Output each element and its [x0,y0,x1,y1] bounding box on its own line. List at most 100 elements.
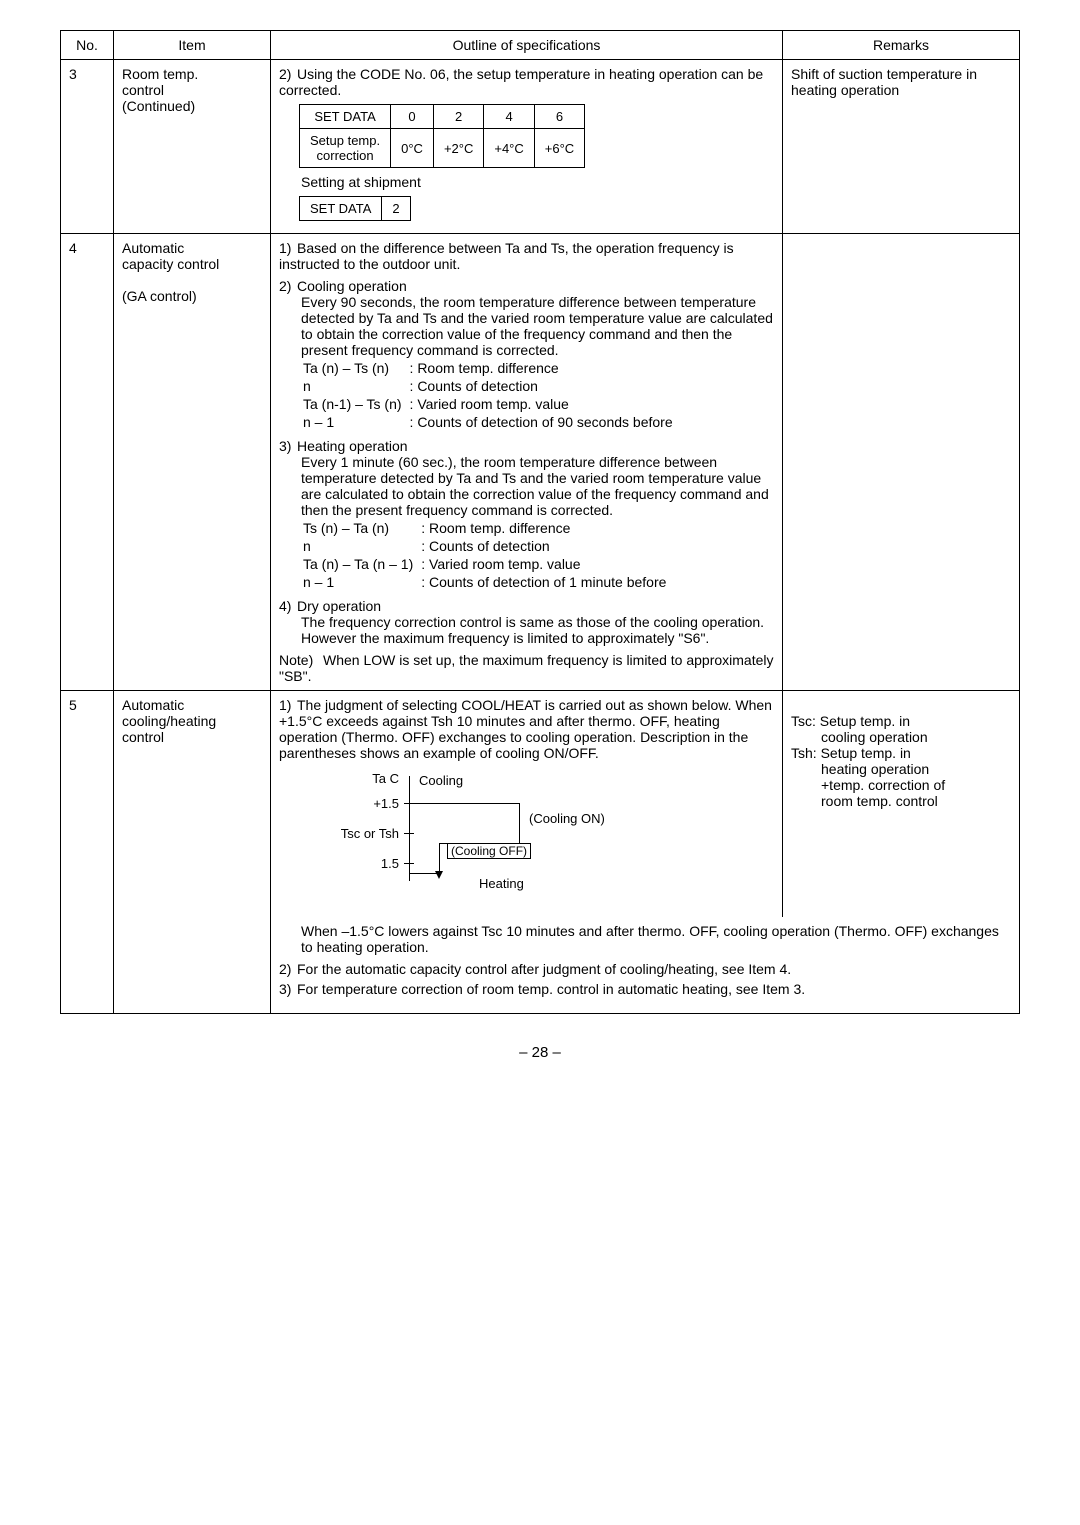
def-term: Ta (n-1) – Ts (n) [303,396,408,412]
diagram-line [519,803,520,843]
cell: 2 [433,105,483,129]
cell: 4 [484,105,534,129]
row-item: Automatic cooling/heating control [114,691,271,1014]
list-number: 4) [279,598,297,614]
cell: 0 [391,105,434,129]
def-term: Ta (n) – Ts (n) [303,360,408,376]
def-desc: : Counts of detection of 1 minute before [421,574,672,590]
setting-shipment-label: Setting at shipment [301,174,774,190]
page-number: – 28 – [60,1044,1020,1061]
header-item: Item [114,31,271,60]
cooling-heating-diagram: Ta C +1.5 Tsc or Tsh 1.5 [319,771,699,901]
row-no: 4 [61,234,114,691]
spec-text: Based on the difference between Ta and T… [279,240,734,272]
spec-text: For the automatic capacity control after… [297,961,791,977]
item-text: Automatic [122,697,184,713]
row-remarks: Tsc: Setup temp. in cooling operation Ts… [783,691,1020,917]
remarks-text: Tsh: Setup temp. in [791,745,1011,761]
diag-label: (Cooling OFF) [447,843,531,859]
diagram-line [409,776,410,881]
cell-text: Setup temp. [310,133,380,148]
list-number: 2) [279,66,297,82]
def-term: n [303,538,419,554]
spec-text: However the maximum frequency is limited… [301,630,774,646]
cell: 2 [382,197,410,221]
table-row: 4 Automatic capacity control (GA control… [61,234,1020,691]
item-text: (Continued) [122,98,195,114]
spec-text: Dry operation [297,598,381,614]
header-no: No. [61,31,114,60]
diagram-line [404,863,414,864]
list-number: 3) [279,981,297,997]
row-outline: 2)Using the CODE No. 06, the setup tempe… [271,60,783,234]
remarks-text: Tsc: Setup temp. in [791,713,1011,729]
item-text: control [122,729,164,745]
header-remarks: Remarks [783,31,1020,60]
row-no: 3 [61,60,114,234]
cell: +2°C [433,129,483,168]
def-desc: : Counts of detection [421,538,672,554]
def-desc: : Room temp. difference [421,520,672,536]
list-number: 1) [279,240,297,256]
def-term: n – 1 [303,414,408,430]
cell: SET DATA [300,197,382,221]
row-remarks [783,234,1020,691]
header-outline: Outline of specifications [271,31,783,60]
cell: +4°C [484,129,534,168]
def-term: Ts (n) – Ta (n) [303,520,419,536]
list-number: 3) [279,438,297,454]
note-label: Note) [279,652,323,668]
spec-table: No. Item Outline of specifications Remar… [60,30,1020,1014]
diag-label: Tsc or Tsh [319,826,399,841]
def-desc: : Counts of detection [410,378,679,394]
list-number: 2) [279,278,297,294]
row-item: Automatic capacity control (GA control) [114,234,271,691]
spec-text: Using the CODE No. 06, the setup tempera… [279,66,763,98]
item-text: control [122,82,164,98]
item-text: (GA control) [122,288,197,304]
cell: SET DATA [300,105,391,129]
def-term: Ta (n) – Ta (n – 1) [303,556,419,572]
cell: 0°C [391,129,434,168]
spec-text: When –1.5°C lowers against Tsc 10 minute… [301,923,1011,955]
item-text: Room temp. [122,66,198,82]
definitions-table: Ts (n) – Ta (n): Room temp. difference n… [301,518,674,592]
item-text: cooling/heating [122,713,216,729]
cell-text: correction [317,148,374,163]
spec-text: Heating operation [297,438,408,454]
spec-text: For temperature correction of room temp.… [297,981,805,997]
list-number: 1) [279,697,297,713]
cell: +6°C [534,129,584,168]
remarks-text: room temp. control [791,793,1011,809]
row-outline: 1)Based on the difference between Ta and… [271,234,783,691]
spec-text: The frequency correction control is same… [301,614,774,630]
row-item: Room temp. control (Continued) [114,60,271,234]
diag-label: Ta C [319,771,399,786]
item-text: Automatic [122,240,184,256]
diag-label: Heating [479,876,524,891]
note-text: When LOW is set up, the maximum frequenc… [279,652,774,684]
diagram-line [439,843,440,873]
spec-text: Every 90 seconds, the room temperature d… [301,294,774,358]
def-term: n – 1 [303,574,419,590]
def-desc: : Counts of detection of 90 seconds befo… [410,414,679,430]
remarks-text: cooling operation [791,729,1011,745]
spec-text: Every 1 minute (60 sec.), the room tempe… [301,454,774,518]
diag-label: Cooling [419,773,463,788]
cell: 6 [534,105,584,129]
cell: Setup temp. correction [300,129,391,168]
spec-text: The judgment of selecting COOL/HEAT is c… [279,697,772,761]
table-row: 5 Automatic cooling/heating control 1)Th… [61,691,1020,1014]
diagram-line [404,833,414,834]
remarks-text: heating operation [791,761,1011,777]
diag-label: +1.5 [319,796,399,811]
diag-label: 1.5 [319,856,399,871]
item-text: capacity control [122,256,219,272]
row-outline: 1)The judgment of selecting COOL/HEAT is… [271,691,1020,1014]
remarks-text: +temp. correction of [791,777,1011,793]
diagram-line [409,803,519,804]
def-desc: : Varied room temp. value [421,556,672,572]
row-no: 5 [61,691,114,1014]
def-desc: : Varied room temp. value [410,396,679,412]
def-desc: : Room temp. difference [410,360,679,376]
